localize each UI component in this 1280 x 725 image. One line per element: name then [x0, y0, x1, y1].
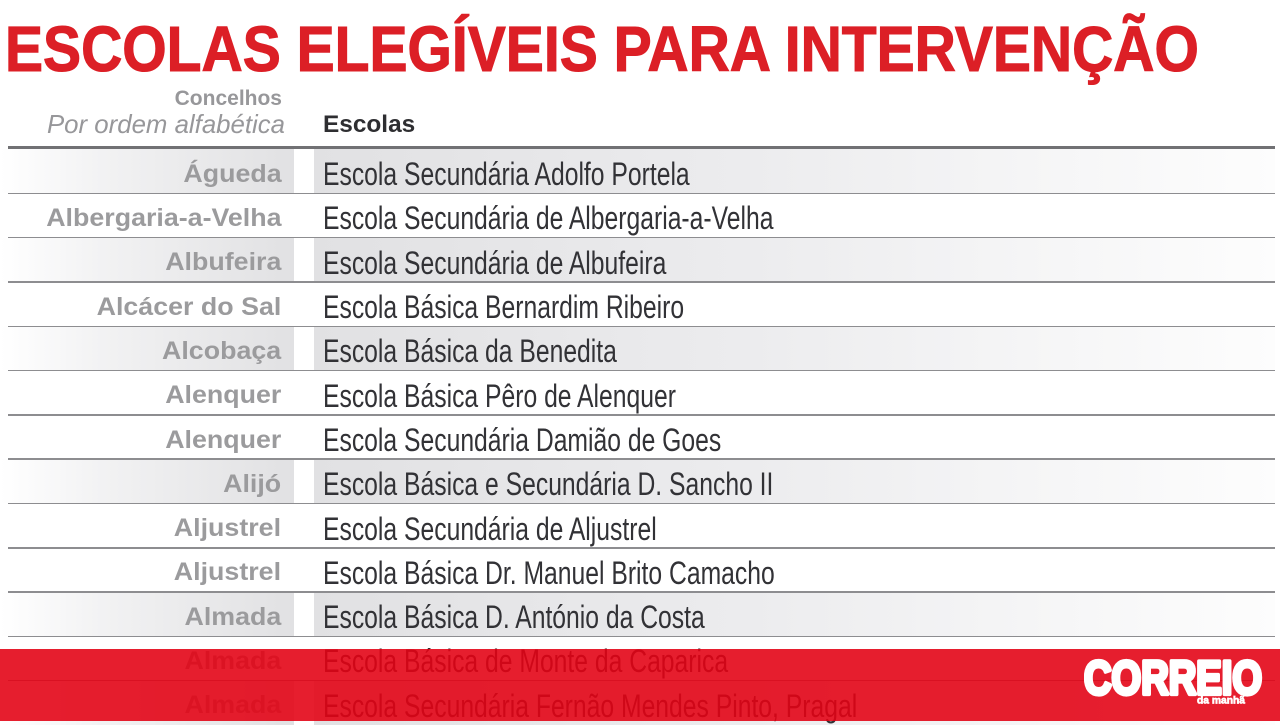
svg-text:da manhã: da manhã [1197, 695, 1245, 707]
svg-text:CORREIO: CORREIO [1084, 651, 1262, 704]
